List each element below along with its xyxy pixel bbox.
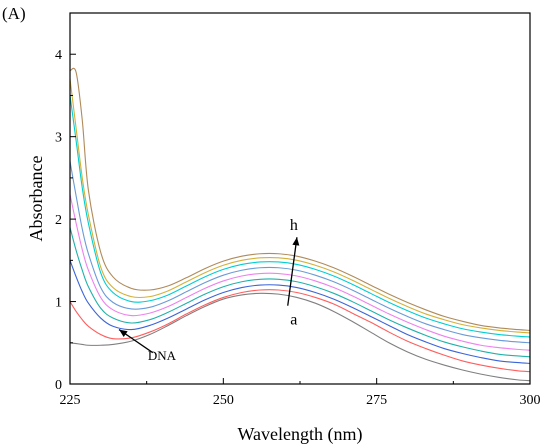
x-tick-label: 250 [213,393,234,408]
dna-pointer-arrow [118,329,154,354]
x-tick-label: 275 [366,393,387,408]
panel-label: (A) [2,4,26,23]
series-line-5 [69,194,531,351]
y-tick-label: 0 [55,378,62,393]
y-axis-label: Absorbance [26,156,46,242]
y-tick-label: 1 [55,296,62,311]
x-tick-label: 300 [520,393,541,408]
y-tick-label: 2 [55,213,62,228]
annotation-h: h [290,217,298,234]
y-tick-label: 4 [55,48,62,63]
annotation-a: a [290,312,297,329]
series-line-9 [69,67,531,331]
series-line-7 [69,95,531,338]
series-line-6 [69,161,531,344]
a-to-h-arrow [287,237,300,306]
label-layer: h a DNA [148,217,298,363]
series-line-3 [69,260,531,364]
x-axis-label: Wavelength (nm) [237,424,362,445]
series-layer [69,67,531,382]
series-line-1 [69,292,531,382]
annotation-dna: DNA [148,348,177,363]
series-line-2 [69,289,531,373]
y-tick-label: 3 [55,131,62,146]
arrow-layer [118,237,300,354]
series-line-8 [69,78,531,334]
x-tick-label: 225 [60,393,81,408]
series-line-4 [69,227,531,358]
tick-layer: 225 250 275 300 0 1 2 3 4 [55,48,541,408]
